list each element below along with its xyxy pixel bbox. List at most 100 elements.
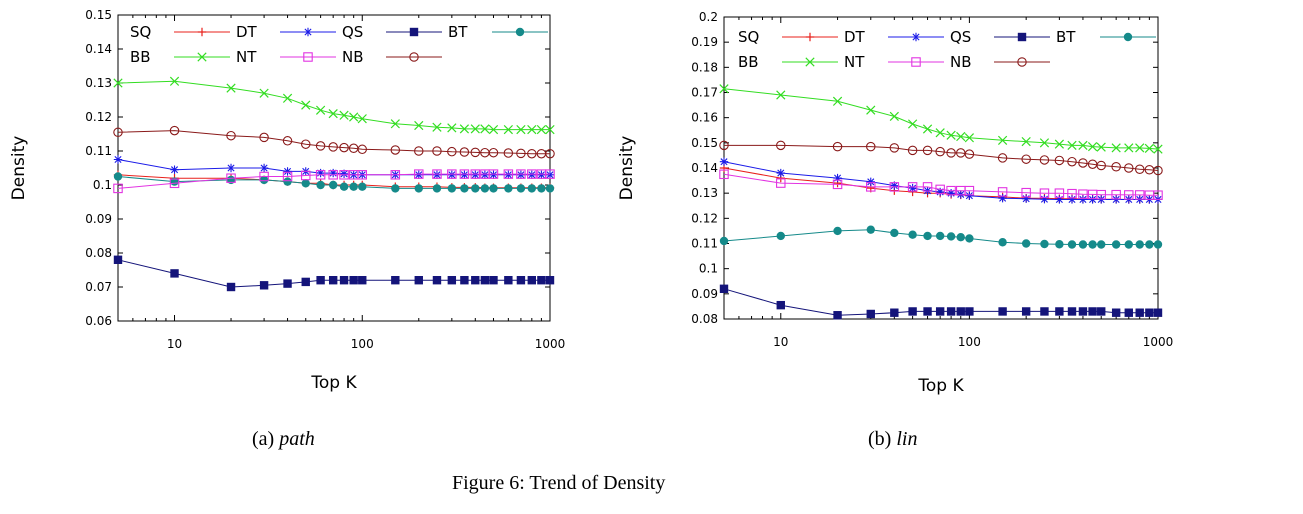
- chart-0-series-bt-point: [516, 184, 526, 193]
- chart-0-series-bb-point: [328, 108, 338, 119]
- subcaption-a-name: path: [279, 428, 315, 450]
- chart-0-series-dt-point: [480, 170, 490, 179]
- chart-1-series-bt-point: [923, 231, 932, 241]
- chart-1-ytick-label: 0.2: [699, 10, 718, 24]
- chart-1-legend-label-nt: NT: [844, 53, 865, 71]
- chart-0-xtick-label: 10: [167, 337, 182, 351]
- chart-0-legend-marker-bt: [515, 27, 525, 37]
- chart-1-series-bb-point: [1153, 144, 1163, 154]
- chart-0-series-bt-point: [391, 184, 400, 193]
- chart-0-series-nt-point: [545, 169, 555, 179]
- chart-0-legend-label-sq: SQ: [130, 23, 151, 41]
- chart-1-series-dt-point: [908, 183, 917, 193]
- chart-0-legend-marker-sq: [197, 27, 207, 37]
- chart-0-series-qs-point: [545, 276, 555, 285]
- chart-0-series-qs-point: [283, 279, 292, 288]
- chart-0-series-dt-point: [339, 169, 349, 178]
- chart-1-xtick-label: 100: [958, 335, 981, 349]
- chart-1-series-qs-point: [1145, 308, 1154, 317]
- chart-0-series-bt-point: [480, 184, 490, 193]
- chart-1-series-qs-point: [1111, 308, 1121, 317]
- chart-0-series-bt-point: [414, 184, 423, 193]
- chart-0-series-nt-point: [300, 170, 311, 181]
- chart-1-ytick-label: 0.17: [691, 86, 718, 100]
- chart-1-series-dt-point: [1088, 195, 1097, 204]
- chart-0-series-nt-point: [527, 169, 537, 179]
- chart-0-series-qs-point: [516, 276, 526, 285]
- chart-1-series-bb-point: [1087, 141, 1098, 152]
- chart-0-legend-label-dt: DT: [236, 23, 258, 41]
- chart-0-series-nt-point: [503, 169, 514, 179]
- chart-1-series-nt-point: [1078, 189, 1088, 199]
- chart-1-xtick-label: 10: [773, 335, 788, 349]
- chart-1-series-qs-point: [776, 300, 785, 310]
- chart-1-legend-label-qs: QS: [950, 28, 971, 46]
- chart-0-ytick-label: 0.08: [85, 246, 112, 260]
- chart-0-series-bt-point: [432, 184, 442, 193]
- chart-1-series-bt-point: [776, 231, 785, 241]
- chart-0-series-dt-point: [447, 170, 457, 179]
- chart-0-series-qs-point: [349, 276, 358, 285]
- chart-0-series-nb-point: [488, 147, 499, 158]
- chart-1-series-qs-point: [1124, 308, 1133, 317]
- chart-1-series-bt-point: [946, 232, 956, 241]
- chart-1-ytick-label: 0.13: [691, 186, 718, 200]
- chart-0-series-nb-point: [414, 146, 424, 156]
- chart-0-ytick-label: 0.1: [93, 178, 112, 192]
- chart-0-series-nb-line: [117, 130, 550, 155]
- chart-1-series-bt-point: [1153, 240, 1163, 249]
- chart-0-legend-label-nt: NT: [236, 48, 257, 66]
- chart-0-ytick-label: 0.11: [85, 144, 112, 158]
- chart-0-legend-marker-bb: [197, 52, 207, 62]
- chart-1-series-qs-point: [866, 309, 875, 319]
- chart-0-series-dt-point: [113, 155, 123, 164]
- chart-1-series-qs-point: [1135, 308, 1144, 317]
- chart-0-series-nt-point: [447, 169, 457, 179]
- chart-0-series-nb-point: [339, 142, 349, 153]
- chart-1-series-bt-point: [935, 231, 945, 241]
- chart-0-series-qs-point: [447, 276, 457, 285]
- chart-1-series-dt-point: [1078, 195, 1088, 204]
- chart-0-series-dt-point: [316, 168, 325, 178]
- chart-0-legend-label-bb: BB: [130, 48, 151, 66]
- chart-0-series-bt-point: [316, 180, 325, 190]
- chart-0-series-bb-point: [357, 114, 367, 124]
- chart-1-series-dt-point: [946, 188, 956, 198]
- chart-0-series-bb-point: [545, 124, 555, 135]
- chart-0-series-nt-point: [488, 169, 499, 179]
- chart-0-series-bb-point: [432, 122, 442, 132]
- chart-1-xtick-label: 1000: [1143, 335, 1174, 349]
- chart-1-series-bb-point: [866, 105, 876, 115]
- density-chart-lin: 0.08 0.09 0.1 0.11 0.12 0.13 0.14 0.15 0.16 0.17 0…: [617, 10, 1174, 396]
- chart-1-series-qs-point: [890, 308, 899, 317]
- chart-0-series-nb-point: [113, 127, 123, 138]
- chart-0-series-nt-point: [470, 169, 481, 179]
- chart-1-series-bt-point: [719, 236, 729, 246]
- chart-1-series-nb-point: [922, 145, 933, 156]
- chart-1-legend-label-dt: DT: [844, 28, 866, 46]
- chart-1-series-bb-point: [907, 119, 918, 129]
- chart-1-series-bb-point: [1124, 143, 1134, 153]
- chart-0-legend-label-qs: QS: [342, 23, 363, 41]
- chart-0-series-bt-point: [113, 172, 123, 181]
- chart-0-series-dt-point: [489, 170, 498, 179]
- chart-0-series-nb-point: [390, 145, 401, 155]
- chart-1-ytick-label: 0.11: [691, 237, 718, 251]
- chart-1-series-qs-point: [1088, 307, 1097, 316]
- chart-1-ytick-label: 0.15: [691, 136, 718, 150]
- chart-0-series-bt-point: [447, 184, 457, 193]
- chart-0-series-qs-point: [504, 276, 513, 285]
- subcaption-b: (b) lin: [868, 428, 917, 451]
- chart-1-series-bb-point: [946, 130, 956, 140]
- chart-1-series-nb-point: [964, 149, 975, 159]
- subcaption-a: (a) path: [252, 428, 315, 451]
- chart-0-ytick-label: 0.12: [85, 110, 112, 124]
- subcaption-b-label: (b): [868, 428, 892, 450]
- chart-1-series-dt-point: [1021, 194, 1031, 203]
- chart-1-legend-marker-dt: [911, 32, 921, 42]
- chart-1-series-bt-point: [1088, 240, 1097, 249]
- chart-0-series-bb-point: [527, 124, 537, 135]
- chart-1-series-dt-point: [719, 157, 729, 166]
- chart-1-series-bb-point: [922, 124, 933, 134]
- chart-1-series-nb-point: [889, 143, 900, 153]
